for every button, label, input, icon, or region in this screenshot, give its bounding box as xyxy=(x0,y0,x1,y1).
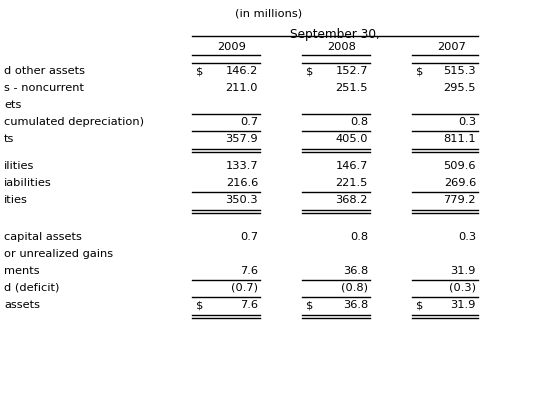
Text: 36.8: 36.8 xyxy=(343,300,368,310)
Text: 405.0: 405.0 xyxy=(336,134,368,144)
Text: (0.7): (0.7) xyxy=(231,283,258,293)
Text: 2009: 2009 xyxy=(217,42,246,52)
Text: September 30,: September 30, xyxy=(290,28,380,41)
Text: d other assets: d other assets xyxy=(4,66,85,76)
Text: 251.5: 251.5 xyxy=(336,83,368,93)
Text: 2007: 2007 xyxy=(438,42,467,52)
Text: 515.3: 515.3 xyxy=(444,66,476,76)
Text: ts: ts xyxy=(4,134,14,144)
Text: d (deficit): d (deficit) xyxy=(4,283,60,293)
Text: 2008: 2008 xyxy=(328,42,357,52)
Text: cumulated depreciation): cumulated depreciation) xyxy=(4,117,144,127)
Text: 7.6: 7.6 xyxy=(240,300,258,310)
Text: 0.7: 0.7 xyxy=(240,117,258,127)
Text: 357.9: 357.9 xyxy=(226,134,258,144)
Text: 31.9: 31.9 xyxy=(451,300,476,310)
Text: 0.3: 0.3 xyxy=(458,117,476,127)
Text: 0.7: 0.7 xyxy=(240,232,258,242)
Text: 152.7: 152.7 xyxy=(336,66,368,76)
Text: (0.8): (0.8) xyxy=(341,283,368,293)
Text: 269.6: 269.6 xyxy=(444,178,476,188)
Text: $: $ xyxy=(416,300,423,310)
Text: ments: ments xyxy=(4,266,40,276)
Text: 295.5: 295.5 xyxy=(444,83,476,93)
Text: capital assets: capital assets xyxy=(4,232,82,242)
Text: 7.6: 7.6 xyxy=(240,266,258,276)
Text: or unrealized gains: or unrealized gains xyxy=(4,249,113,259)
Text: iabilities: iabilities xyxy=(4,178,52,188)
Text: ets: ets xyxy=(4,100,21,110)
Text: 31.9: 31.9 xyxy=(451,266,476,276)
Text: 133.7: 133.7 xyxy=(226,161,258,171)
Text: 0.8: 0.8 xyxy=(350,117,368,127)
Text: 36.8: 36.8 xyxy=(343,266,368,276)
Text: $: $ xyxy=(196,300,204,310)
Text: 0.8: 0.8 xyxy=(350,232,368,242)
Text: $: $ xyxy=(196,66,204,76)
Text: 350.3: 350.3 xyxy=(226,195,258,205)
Text: 216.6: 216.6 xyxy=(226,178,258,188)
Text: 509.6: 509.6 xyxy=(444,161,476,171)
Text: (in millions): (in millions) xyxy=(235,8,302,18)
Text: 211.0: 211.0 xyxy=(226,83,258,93)
Text: 368.2: 368.2 xyxy=(336,195,368,205)
Text: 221.5: 221.5 xyxy=(336,178,368,188)
Text: 811.1: 811.1 xyxy=(444,134,476,144)
Text: assets: assets xyxy=(4,300,40,310)
Text: 779.2: 779.2 xyxy=(444,195,476,205)
Text: $: $ xyxy=(306,66,314,76)
Text: 0.3: 0.3 xyxy=(458,232,476,242)
Text: $: $ xyxy=(306,300,314,310)
Text: (0.3): (0.3) xyxy=(449,283,476,293)
Text: ities: ities xyxy=(4,195,28,205)
Text: $: $ xyxy=(416,66,423,76)
Text: ilities: ilities xyxy=(4,161,34,171)
Text: s - noncurrent: s - noncurrent xyxy=(4,83,84,93)
Text: 146.7: 146.7 xyxy=(336,161,368,171)
Text: 146.2: 146.2 xyxy=(226,66,258,76)
